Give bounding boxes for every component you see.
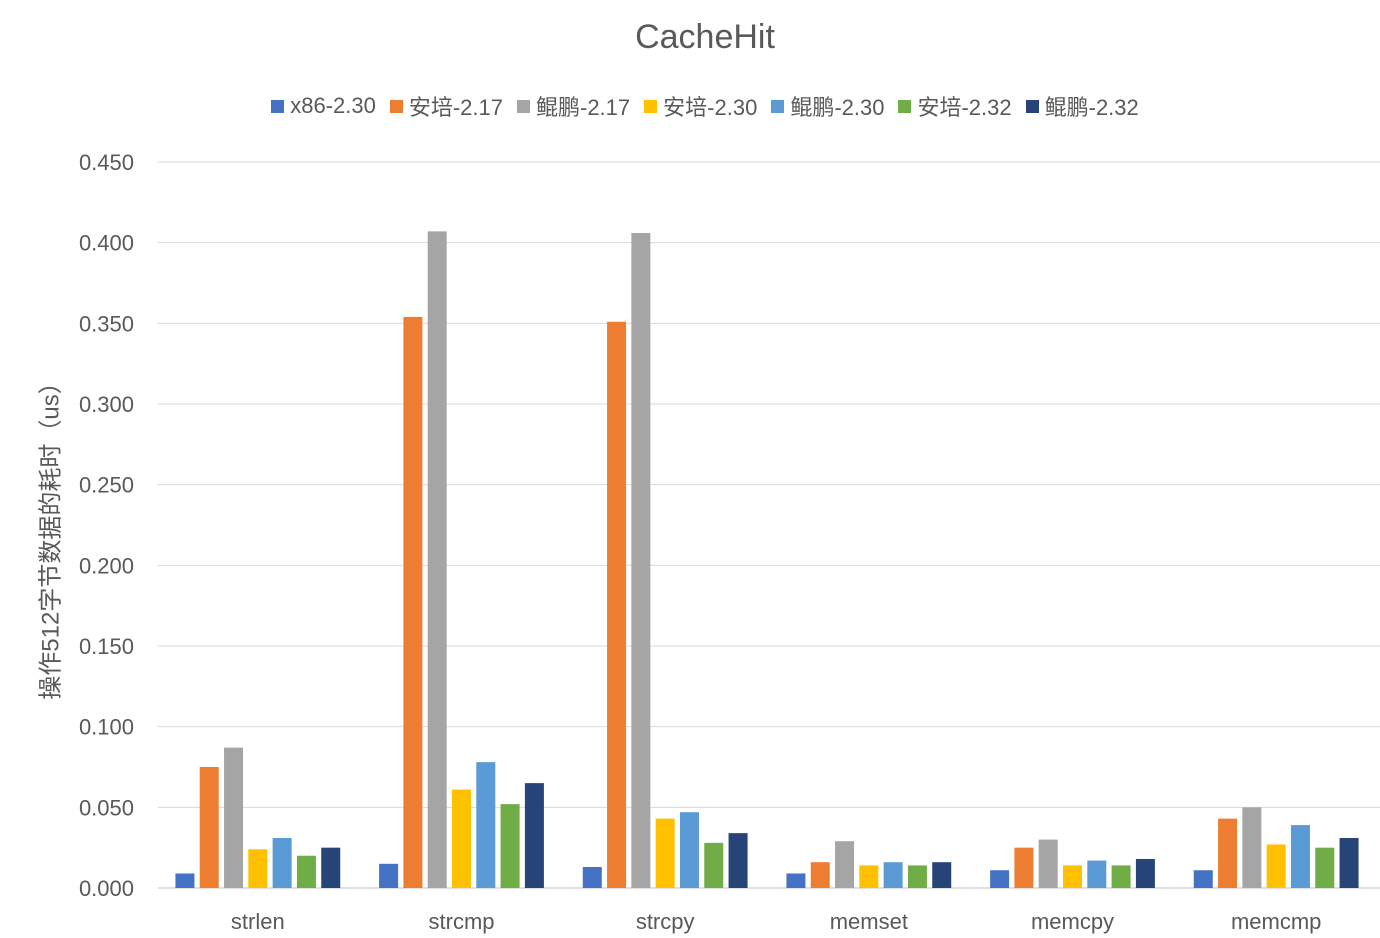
y-tick-label: 0.150 bbox=[79, 634, 134, 659]
legend-swatch bbox=[898, 99, 912, 113]
legend-item: 鲲鹏-2.17 bbox=[517, 90, 630, 122]
legend-swatch bbox=[644, 99, 658, 113]
bar bbox=[1111, 865, 1131, 888]
bar bbox=[835, 841, 855, 888]
legend-swatch bbox=[1025, 99, 1039, 113]
legend-item: 鲲鹏-2.32 bbox=[1025, 90, 1139, 122]
chart-title: CacheHit bbox=[635, 18, 775, 56]
legend-swatch bbox=[271, 99, 285, 113]
y-tick-label: 0.250 bbox=[79, 473, 134, 498]
bar bbox=[1290, 825, 1310, 888]
bar bbox=[704, 842, 724, 888]
bar bbox=[607, 321, 627, 889]
x-tick-label: memset bbox=[830, 909, 908, 934]
legend-swatch bbox=[517, 99, 530, 113]
bar bbox=[1038, 839, 1058, 888]
legend-label: 鲲鹏-2.30 bbox=[790, 95, 885, 120]
legend-item: 安培-2.32 bbox=[898, 90, 1012, 122]
bar bbox=[224, 747, 244, 888]
legend-swatch bbox=[771, 99, 785, 113]
bar bbox=[321, 847, 341, 888]
legend: x86-2.30 安培-2.17 鲲鹏-2.17 安培-2.30 鲲鹏-2.30 安培-2… bbox=[0, 90, 1380, 122]
bar bbox=[1193, 870, 1213, 888]
legend-label: x86-2.30 bbox=[290, 93, 376, 118]
bar bbox=[296, 855, 316, 888]
bar bbox=[1315, 847, 1335, 888]
bar bbox=[476, 762, 496, 888]
x-tick-label: strlen bbox=[231, 909, 285, 934]
x-tick-label: strcmp bbox=[429, 909, 495, 934]
bar bbox=[175, 873, 195, 888]
bar bbox=[500, 804, 520, 888]
bar bbox=[1218, 818, 1238, 888]
legend-label: 安培-2.32 bbox=[917, 95, 1012, 120]
y-tick-label: 0.100 bbox=[79, 715, 134, 740]
bar bbox=[452, 789, 471, 888]
bar bbox=[1087, 860, 1107, 888]
bar bbox=[631, 232, 651, 888]
bar bbox=[1014, 847, 1034, 888]
bar bbox=[786, 873, 806, 888]
bar bbox=[655, 818, 675, 888]
bar bbox=[524, 783, 544, 888]
y-tick-label: 0.050 bbox=[79, 795, 134, 820]
legend-swatch bbox=[389, 99, 403, 113]
y-tick-label: 0.350 bbox=[79, 311, 134, 336]
x-tick-label: strcpy bbox=[636, 909, 695, 934]
y-tick-label: 0.450 bbox=[79, 150, 134, 175]
y-tick-label: 0.000 bbox=[79, 876, 134, 901]
bar bbox=[1339, 837, 1359, 888]
legend-label: 安培-2.17 bbox=[408, 95, 503, 120]
bar bbox=[907, 865, 927, 888]
bar bbox=[810, 862, 830, 888]
y-tick-label: 0.400 bbox=[79, 231, 134, 256]
bar bbox=[1266, 844, 1286, 888]
legend-label: 鲲鹏-2.32 bbox=[1044, 95, 1139, 120]
y-tick-label: 0.200 bbox=[79, 553, 134, 578]
bar bbox=[728, 833, 748, 888]
bar bbox=[883, 862, 903, 888]
legend-label: 鲲鹏-2.17 bbox=[536, 95, 631, 120]
bar bbox=[859, 865, 879, 888]
legend-item: x86-2.30 bbox=[271, 90, 376, 122]
bar bbox=[248, 849, 268, 888]
legend-label: 安培-2.30 bbox=[663, 95, 758, 120]
bar bbox=[1242, 807, 1262, 888]
bar bbox=[199, 767, 219, 888]
bar bbox=[1135, 858, 1155, 888]
legend-item: 安培-2.17 bbox=[389, 90, 503, 122]
bar bbox=[932, 862, 952, 888]
bar bbox=[582, 867, 602, 888]
legend-item: 鲲鹏-2.30 bbox=[771, 90, 884, 122]
bar bbox=[679, 812, 699, 888]
bar bbox=[990, 870, 1010, 888]
bar bbox=[379, 863, 399, 888]
x-tick-label: memcmp bbox=[1231, 909, 1321, 934]
bar bbox=[403, 316, 423, 888]
bar bbox=[427, 231, 447, 888]
bar bbox=[272, 837, 292, 888]
bar bbox=[1063, 865, 1082, 888]
y-tick-label: 0.300 bbox=[79, 392, 134, 417]
legend-item: 安培-2.30 bbox=[644, 90, 757, 122]
x-tick-label: memcpy bbox=[1031, 909, 1114, 934]
